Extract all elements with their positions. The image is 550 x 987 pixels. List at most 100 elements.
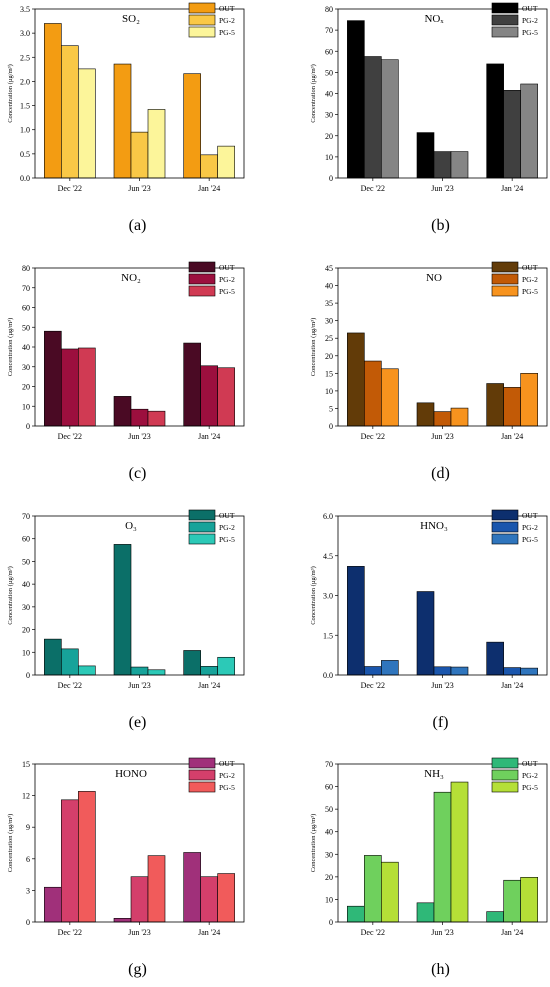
y-tick-label: 10 — [325, 895, 333, 904]
bar-h-out-1 — [416, 902, 435, 923]
legend-label-out: OUT — [522, 759, 538, 768]
legend-swatch-pg-5 — [188, 781, 216, 793]
legend-label-pg-2: PG-2 — [522, 523, 538, 532]
legend-swatch-pg-5 — [491, 26, 519, 38]
legend-label-out: OUT — [219, 4, 235, 13]
y-tick-label: 0 — [329, 918, 333, 927]
y-tick-label: 30 — [22, 363, 30, 372]
bar-f-pg-2-1 — [433, 666, 452, 676]
bar-b-pg-2-0 — [364, 56, 382, 179]
bar-a-out-1 — [113, 63, 132, 179]
bar-e-pg-5-0 — [78, 665, 96, 676]
x-tick-label: Jun '23 — [431, 928, 454, 937]
y-tick-label: 80 — [22, 264, 30, 273]
y-tick-label: 20 — [22, 626, 30, 635]
y-tick-label: 20 — [22, 383, 30, 392]
y-tick-label: 0 — [329, 422, 333, 431]
x-tick-label: Jun '23 — [431, 681, 454, 690]
y-tick-label: 5 — [329, 404, 333, 413]
bar-a-pg-5-1 — [147, 109, 166, 179]
y-axis-label: Concentration (µg/m³) — [310, 318, 317, 377]
bar-b-pg-2-1 — [433, 151, 452, 179]
bar-a-out-2 — [183, 73, 201, 179]
bar-f-pg-2-0 — [364, 666, 382, 676]
y-tick-label: 50 — [22, 323, 30, 332]
panel-caption: (a) — [129, 217, 147, 234]
bar-e-pg-2-2 — [200, 666, 218, 676]
bar-g-out-0 — [44, 886, 62, 923]
y-axis-label: Concentration (µg/m³) — [7, 814, 14, 873]
bar-h-pg-2-2 — [503, 879, 521, 923]
panel-title: HONO — [115, 768, 147, 780]
y-tick-label: 15 — [22, 760, 30, 769]
y-tick-label: 4.5 — [323, 552, 333, 561]
bar-e-out-0 — [44, 638, 62, 676]
bar-f-pg-5-0 — [381, 660, 399, 676]
y-tick-label: 12 — [22, 792, 30, 801]
y-tick-label: 0 — [26, 671, 30, 680]
y-tick-label: 60 — [22, 304, 30, 313]
y-tick-label: 2.0 — [20, 77, 30, 86]
panel-title: NH₃ — [424, 768, 444, 780]
x-tick-label: Jun '23 — [128, 432, 151, 441]
bar-b-pg-2-2 — [503, 90, 521, 179]
y-tick-label: 20 — [325, 352, 333, 361]
bar-e-out-2 — [183, 650, 201, 676]
x-tick-label: Jun '23 — [431, 184, 454, 193]
legend-swatch-pg-2 — [188, 273, 216, 285]
y-tick-label: 0 — [329, 174, 333, 183]
panel-title: O₃ — [125, 520, 137, 532]
bar-a-pg-2-2 — [200, 154, 218, 179]
legend-swatch-pg-2 — [188, 521, 216, 533]
x-tick-label: Dec '22 — [58, 928, 82, 937]
y-tick-label: 40 — [325, 90, 333, 99]
bar-h-out-0 — [347, 905, 365, 923]
bar-c-out-0 — [44, 330, 62, 427]
bar-g-pg-5-2 — [217, 873, 235, 923]
y-tick-label: 10 — [22, 648, 30, 657]
bar-d-pg-5-1 — [450, 407, 469, 427]
y-tick-label: 70 — [22, 284, 30, 293]
legend-label-pg-5: PG-5 — [522, 783, 538, 792]
bar-f-pg-5-1 — [450, 666, 469, 676]
bar-d-out-0 — [347, 332, 365, 427]
bar-f-out-1 — [416, 591, 435, 676]
panel-title: SO₂ — [122, 13, 140, 25]
chart-panel-e: 0 10 20 30 40 50 60 70 Dec '22 Jun '23 Jan '24 Conc… — [7, 509, 245, 731]
bar-b-pg-5-0 — [381, 59, 399, 179]
y-tick-label: 0 — [26, 422, 30, 431]
y-axis-label: Concentration (µg/m³) — [7, 318, 14, 377]
legend-swatch-pg-2 — [491, 273, 519, 285]
bar-c-pg-2-2 — [200, 365, 218, 427]
legend-swatch-pg-2 — [491, 769, 519, 781]
bar-g-pg-2-1 — [130, 876, 149, 923]
chart-panel-a: 0.0 0.5 1.0 1.5 2.0 2.5 3.0 3.5 Dec '22 Jun '23 Ja… — [7, 2, 245, 234]
x-tick-label: Jan '24 — [198, 681, 220, 690]
panel-title: HNO₃ — [420, 520, 448, 532]
y-tick-label: 3.0 — [323, 592, 333, 601]
legend-swatch-pg-5 — [188, 26, 216, 38]
x-tick-label: Jan '24 — [501, 681, 523, 690]
bar-f-out-0 — [347, 566, 365, 676]
legend-label-pg-2: PG-2 — [219, 523, 235, 532]
bar-b-out-1 — [416, 132, 435, 179]
legend-swatch-pg-2 — [491, 14, 519, 26]
bar-f-pg-2-2 — [503, 667, 521, 676]
y-tick-label: 6 — [26, 855, 30, 864]
y-tick-label: 35 — [325, 299, 333, 308]
bar-g-pg-5-1 — [147, 855, 166, 923]
x-tick-label: Dec '22 — [58, 681, 82, 690]
legend-label-pg-2: PG-2 — [522, 771, 538, 780]
y-tick-label: 50 — [22, 557, 30, 566]
x-tick-label: Jan '24 — [501, 432, 523, 441]
legend-label-out: OUT — [522, 263, 538, 272]
x-tick-label: Jun '23 — [128, 928, 151, 937]
y-tick-label: 10 — [325, 153, 333, 162]
bar-b-out-0 — [347, 20, 365, 179]
bar-c-pg-5-2 — [217, 367, 235, 427]
y-tick-label: 40 — [22, 343, 30, 352]
bar-d-out-1 — [416, 402, 435, 427]
y-tick-label: 15 — [325, 369, 333, 378]
y-tick-label: 9 — [26, 823, 30, 832]
